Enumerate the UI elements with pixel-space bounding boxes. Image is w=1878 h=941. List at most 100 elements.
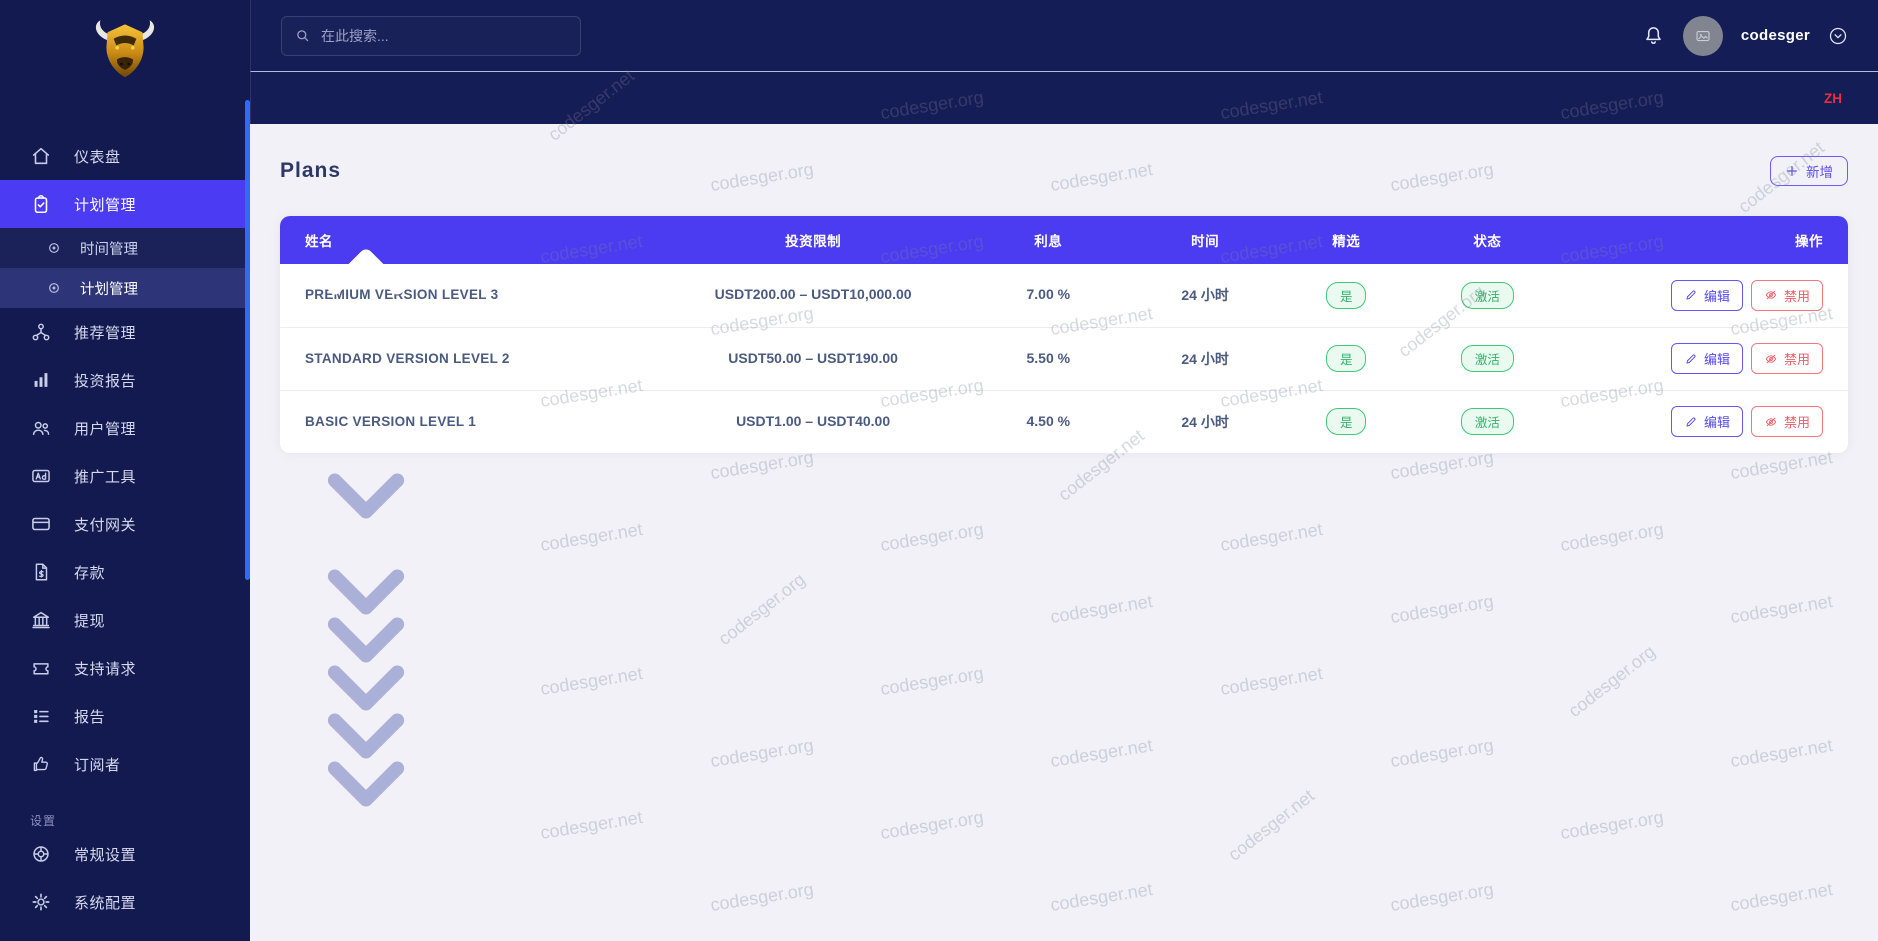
edit-button-label: 编辑 [1703, 415, 1730, 431]
plan-limit: USDT50.00 – USDT190.00 [728, 349, 898, 366]
sidebar-item-label: 推广工具 [74, 468, 137, 486]
add-plan-button-label: 新增 [1806, 165, 1833, 180]
content: Plans 新增 姓名 投资限制 利息 时间 精选 [250, 156, 1878, 453]
bar-chart-icon [30, 369, 52, 391]
sidebar-item-support-requests[interactable]: 支持请求 [0, 644, 250, 692]
gear-icon [30, 891, 52, 913]
plus-icon [1785, 164, 1799, 178]
table-header-row: 姓名 投资限制 利息 时间 精选 状态 操作 [280, 216, 1848, 264]
chevron-down-icon [216, 661, 230, 675]
pencil-icon [1684, 288, 1698, 302]
sidebar-section-settings: 设置 [30, 813, 57, 828]
disable-button[interactable]: 禁用 [1750, 406, 1823, 438]
watermark-text: codesger.net [1218, 519, 1324, 555]
sidebar-item-user-management[interactable]: 用户管理 [0, 404, 250, 452]
watermark-text: codesger.net [1728, 735, 1834, 771]
sidebar-item-label: 订阅者 [74, 756, 121, 774]
users-icon [30, 417, 52, 439]
eye-off-icon [1764, 352, 1778, 366]
watermark-text: codesger.net [538, 807, 644, 843]
sidebar-item-dashboard[interactable]: 仪表盘 [0, 132, 250, 180]
watermark-text: codesger.org [708, 878, 815, 916]
featured-badge: 是 [1325, 408, 1367, 436]
column-header-featured: 精选 [1283, 216, 1409, 264]
sidebar-item-payment-gateway[interactable]: 支付网关 [0, 500, 250, 548]
edit-button-label: 编辑 [1703, 288, 1730, 304]
sidebar-scrollbar[interactable] [245, 100, 250, 580]
list-icon [30, 705, 52, 727]
sidebar-item-referral-management[interactable]: 推荐管理 [0, 308, 250, 356]
search-icon [294, 27, 311, 44]
sidebar-item-label: 仪表盘 [74, 148, 121, 166]
watermark-text: codesger.org [708, 734, 815, 772]
featured-badge: 是 [1325, 345, 1367, 372]
watermark-text: codesger.org [1558, 518, 1665, 556]
secondary-bar: ZH [250, 72, 1878, 124]
language-badge[interactable]: ZH [1824, 90, 1842, 106]
sidebar-item-withdrawals[interactable]: 提现 [0, 596, 250, 644]
plans-table: 姓名 投资限制 利息 时间 精选 状态 操作 PREMIUM VERSION L… [280, 216, 1848, 453]
disable-button-label: 禁用 [1783, 352, 1810, 367]
watermark-text: codesger.net [538, 663, 644, 699]
main-area: codesger ZH Plans 新增 姓 [250, 0, 1878, 941]
edit-button[interactable]: 编辑 [1670, 406, 1743, 438]
watermark-text: codesger.org [878, 806, 985, 844]
sidebar-item-label: 支持请求 [74, 660, 137, 678]
sidebar-subitem-plan-management[interactable]: 计划管理 [0, 268, 250, 308]
sidebar-item-deposits[interactable]: 存款 [0, 548, 250, 596]
sidebar-nav: 仪表盘 计划管理 时间管理 计划管理 推荐管理 投资报告 用户管理 [0, 132, 250, 926]
sidebar-item-label: 存款 [74, 564, 106, 582]
featured-badge: 是 [1325, 281, 1367, 309]
watermark-text: codesger.net [1224, 785, 1319, 865]
sidebar-item-label: 支付网关 [74, 516, 137, 534]
page-header: Plans 新增 [280, 156, 1848, 186]
plan-time: 24 小时 [1181, 287, 1229, 304]
edit-button[interactable]: 编辑 [1670, 343, 1743, 374]
eye-off-icon [1764, 415, 1778, 429]
user-menu-chevron-icon[interactable] [1828, 26, 1848, 46]
sidebar-item-label: 系统配置 [74, 894, 137, 912]
sidebar-subitem-label: 时间管理 [80, 241, 138, 258]
sidebar-item-plan-management[interactable]: 计划管理 [0, 180, 250, 228]
bull-logo-icon [95, 20, 155, 78]
topbar-right: codesger [1642, 15, 1848, 56]
plan-interest: 7.00 % [1026, 286, 1071, 303]
sidebar-item-investment-report[interactable]: 投资报告 [0, 356, 250, 404]
sidebar-item-general-settings[interactable]: 常规设置 [0, 830, 250, 878]
disable-button[interactable]: 禁用 [1750, 343, 1823, 374]
search-input[interactable] [321, 27, 568, 44]
edit-button[interactable]: 编辑 [1670, 279, 1743, 311]
sidebar-item-reports[interactable]: 报告 [0, 692, 250, 740]
watermark-text: codesger.org [878, 518, 985, 556]
plan-interest: 5.50 % [1026, 349, 1071, 366]
status-badge: 激活 [1460, 408, 1514, 436]
sidebar-item-promotion-tools[interactable]: 推广工具 [0, 452, 250, 500]
watermark-text: codesger.net [538, 519, 644, 555]
sidebar-item-subscribers[interactable]: 订阅者 [0, 740, 250, 788]
sidebar-subitem-time-management[interactable]: 时间管理 [0, 228, 250, 268]
ticket-icon [30, 657, 52, 679]
watermark-text: codesger.org [1388, 590, 1495, 628]
pencil-icon [1684, 352, 1698, 366]
page-title: Plans [280, 159, 342, 182]
disable-button-label: 禁用 [1783, 288, 1810, 304]
watermark-layer: codesger.net codesger.org codesger.net code… [500, 0, 1878, 941]
pencil-icon [1684, 415, 1698, 429]
brand-logo[interactable] [0, 0, 250, 132]
add-plan-button[interactable]: 新增 [1770, 156, 1848, 186]
watermark-text: codesger.net [1728, 879, 1834, 915]
sidebar-item-label: 投资报告 [74, 372, 137, 390]
ad-icon [30, 465, 52, 487]
search-box[interactable] [281, 15, 581, 56]
life-ring-icon [30, 843, 52, 865]
disable-button[interactable]: 禁用 [1750, 279, 1823, 311]
avatar[interactable] [1682, 15, 1723, 56]
sidebar-item-label: 提现 [74, 612, 106, 630]
chevron-down-icon [216, 613, 230, 627]
username[interactable]: codesger [1740, 27, 1810, 44]
sidebar-item-system-config[interactable]: 系统配置 [0, 878, 250, 926]
credit-card-icon [30, 513, 52, 535]
chevron-down-icon [216, 421, 230, 435]
bell-icon[interactable] [1642, 24, 1665, 47]
sidebar-item-label: 常规设置 [74, 846, 137, 864]
